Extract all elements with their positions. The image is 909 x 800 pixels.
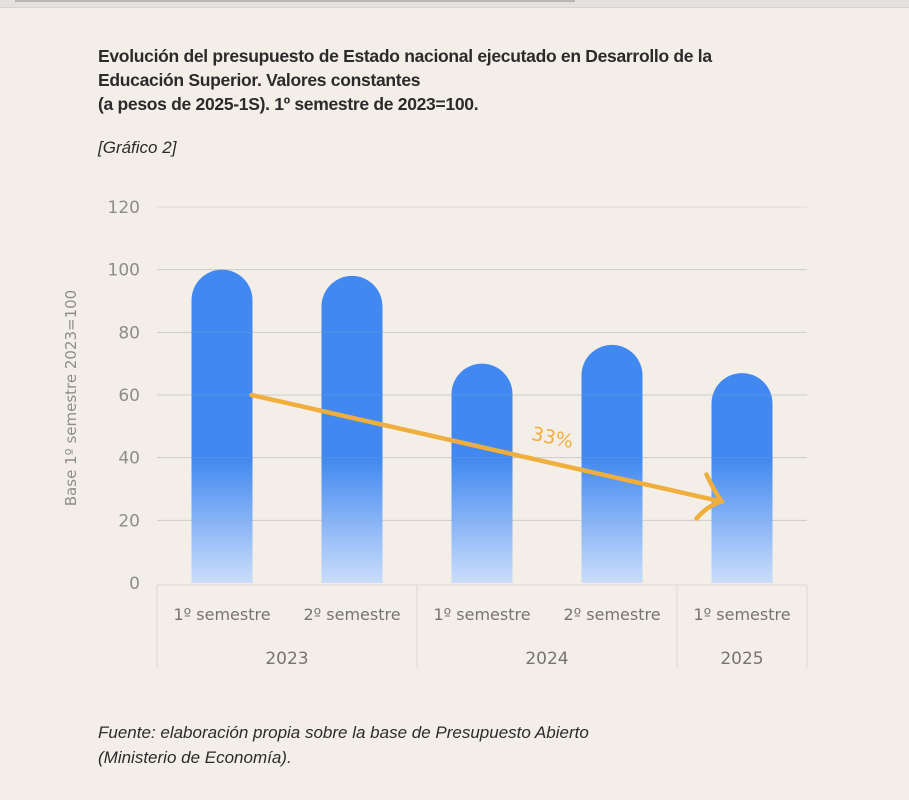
source-note: Fuente: elaboración propia sobre la base… [98,720,858,770]
trend-arrow-line [249,392,724,504]
window-top-strip [0,0,909,8]
y-axis-label: Base 1º semestre 2023=100 [62,290,80,506]
source-line-1: Fuente: elaboración propia sobre la base… [98,723,589,742]
chart-title: Evolución del presupuesto de Estado naci… [98,44,878,116]
x-group-label: 2024 [525,649,568,669]
x-group-label: 2023 [265,649,308,669]
x-tick-label: 1º semestre [433,605,530,624]
y-tick-labels: 0 20 40 60 80 100 120 [108,198,140,594]
scrollbar[interactable] [15,0,575,2]
trend-arrow-head [694,472,726,521]
y-tick-label: 20 [118,511,140,531]
title-line-1: Evolución del presupuesto de Estado naci… [98,46,712,66]
bars [191,269,773,583]
y-tick-label: 60 [118,386,140,406]
title-line-3: (a pesos de 2025-1S). 1º semestre de 202… [98,94,479,114]
x-tick-label: 2º semestre [563,605,660,624]
source-line-2: (Ministerio de Economía). [98,748,292,767]
trend-annotation-label: 33% [529,423,575,453]
x-tick-label: 2º semestre [303,605,400,624]
chart-subtitle: [Gráfico 2] [98,138,177,157]
y-tick-label: 120 [108,198,140,218]
title-line-2: Educación Superior. Valores constantes [98,70,421,90]
x-axis: 1º semestre 2º semestre 1º semestre 2º seme… [156,584,808,669]
y-tick-label: 0 [129,574,140,594]
bar [191,269,253,583]
bar [711,373,773,583]
y-tick-label: 80 [118,323,140,343]
y-tick-label: 40 [118,449,140,469]
gridlines-overlay [157,269,807,521]
x-group-label: 2025 [720,649,763,669]
bar [321,275,383,583]
x-tick-label: 1º semestre [173,605,270,624]
bar [451,363,513,583]
x-tick-label: 1º semestre [693,605,790,624]
y-tick-label: 100 [108,261,140,281]
bar [581,344,643,583]
